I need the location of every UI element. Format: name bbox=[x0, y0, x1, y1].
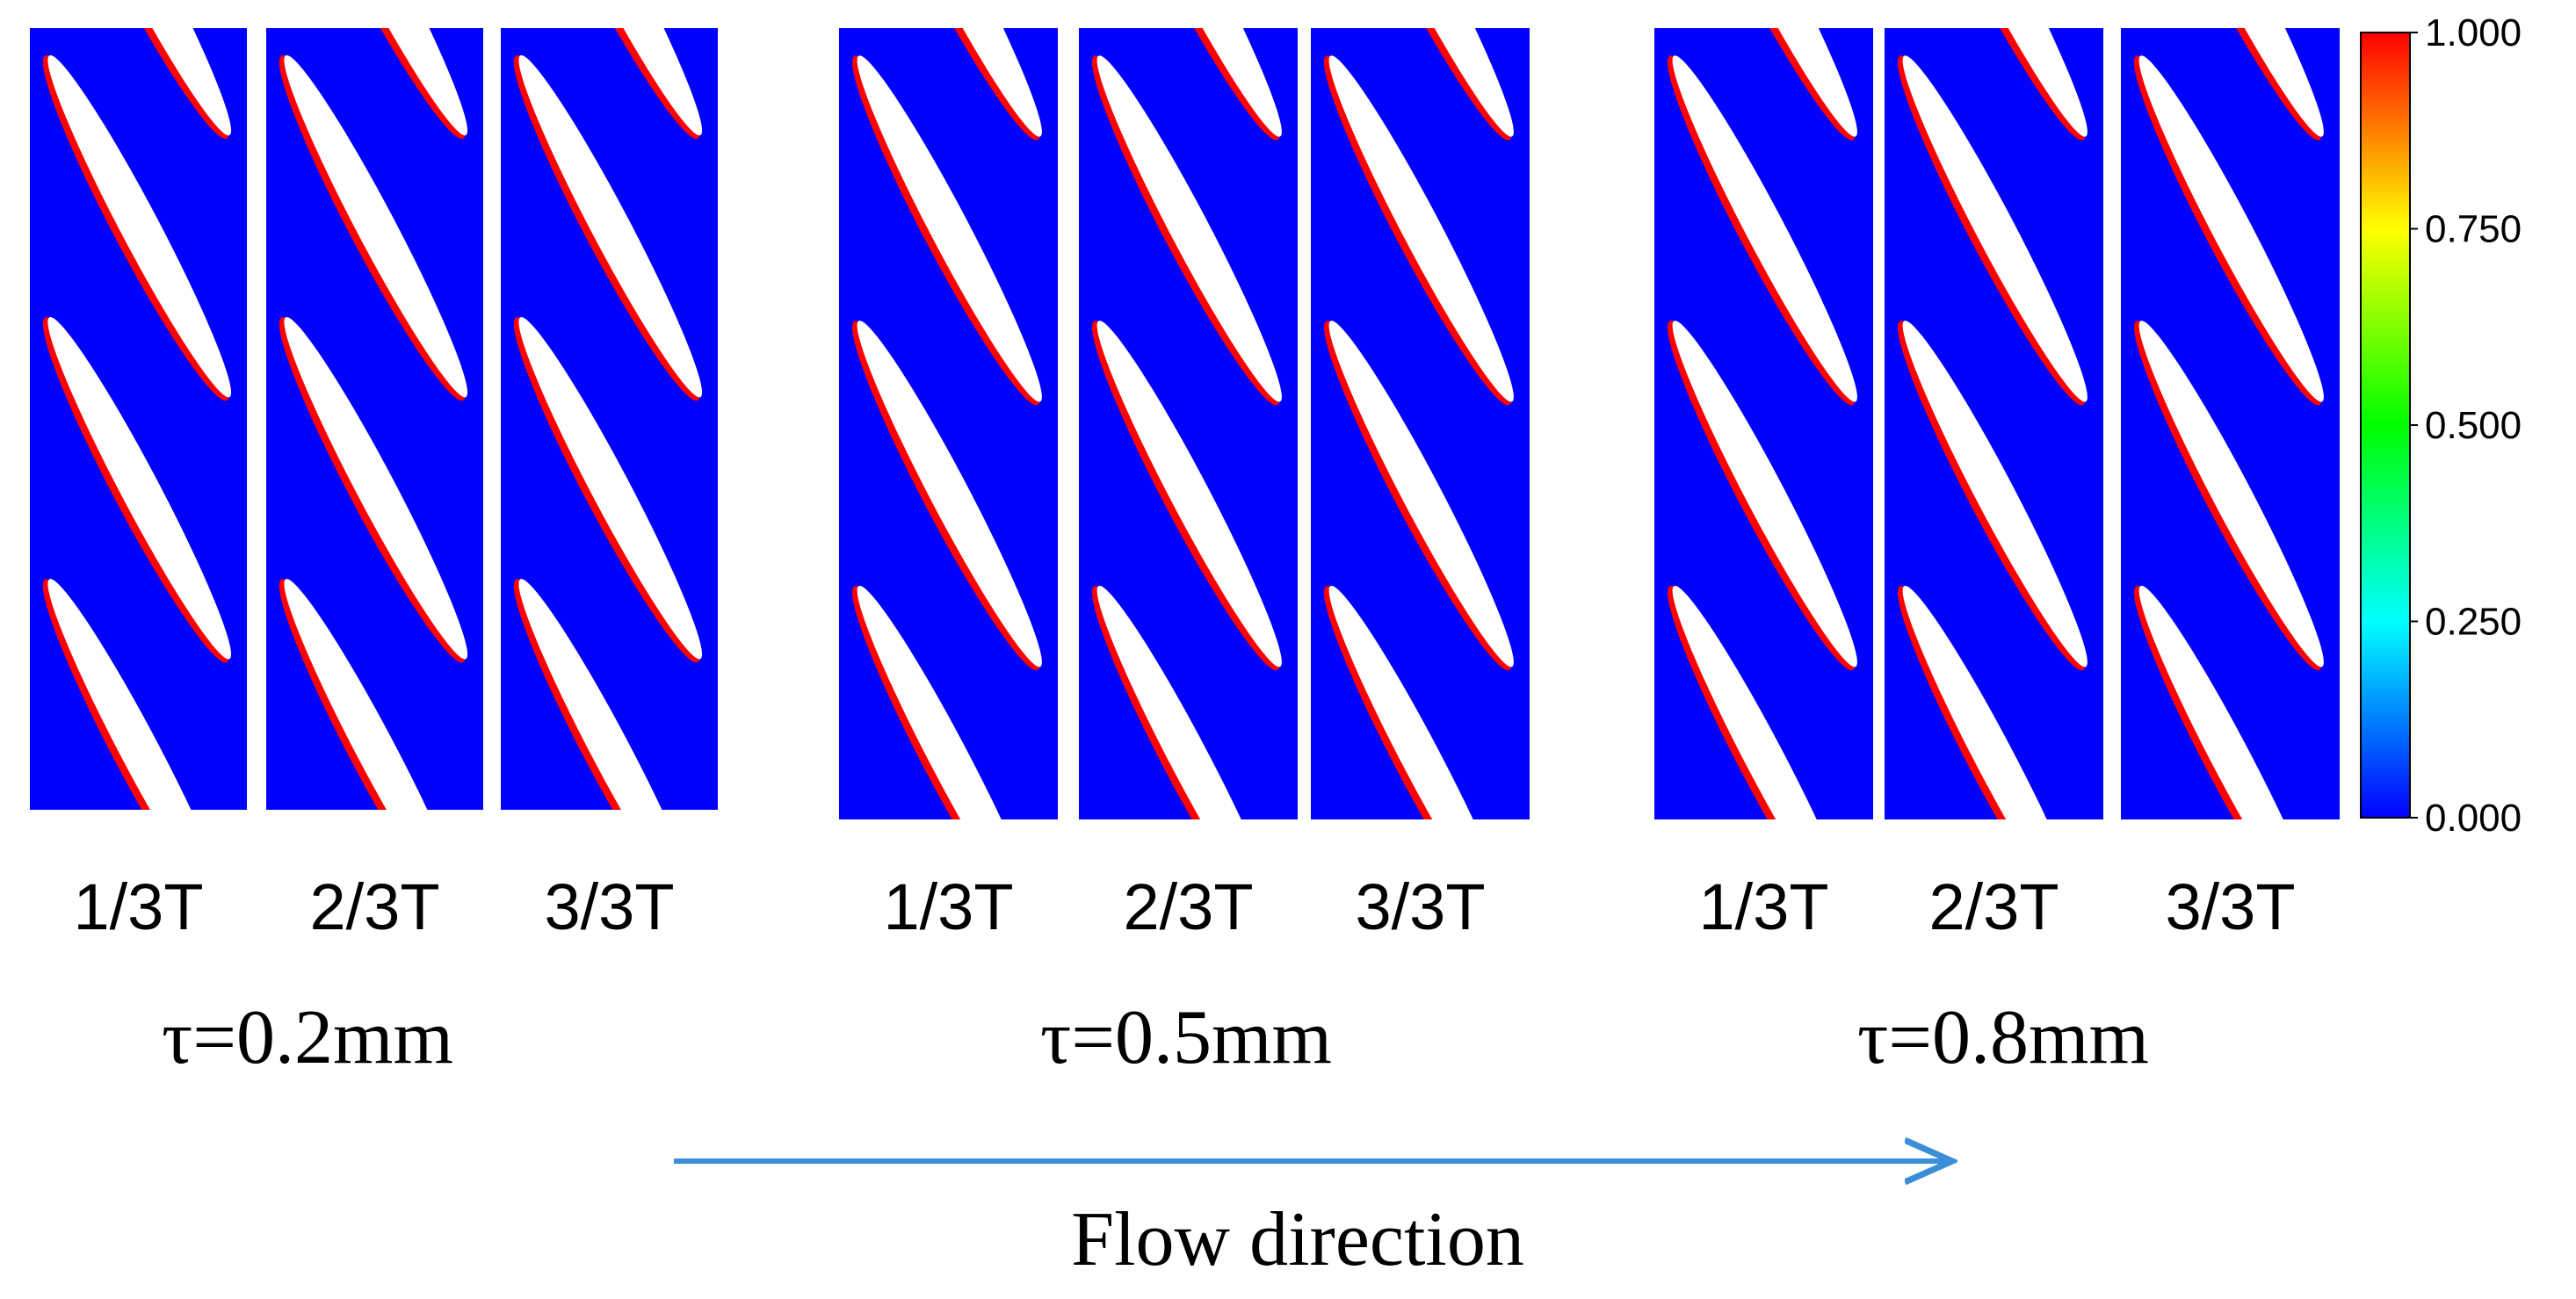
panel-background bbox=[1079, 28, 1298, 819]
panel-background bbox=[1654, 28, 1873, 819]
blade bbox=[47, 579, 232, 810]
blade bbox=[2138, 321, 2324, 668]
blade bbox=[1328, 28, 1514, 137]
blade bbox=[1672, 585, 1857, 819]
blade bbox=[1902, 55, 2088, 402]
blade bbox=[518, 54, 703, 398]
contour-panel bbox=[1654, 28, 1873, 819]
blade bbox=[284, 317, 468, 660]
panel-background bbox=[501, 28, 718, 810]
blade bbox=[284, 28, 468, 136]
panel-label: 3/3T bbox=[544, 870, 674, 943]
blade bbox=[47, 317, 232, 660]
blade bbox=[518, 579, 703, 810]
blade bbox=[1672, 321, 1857, 668]
blade bbox=[1672, 28, 1857, 137]
group-label: τ=0.5mm bbox=[1040, 995, 1332, 1080]
blade bbox=[2138, 55, 2324, 402]
panel-background bbox=[30, 28, 247, 810]
contour-panel bbox=[266, 28, 483, 810]
panel-label: 2/3T bbox=[1123, 870, 1253, 943]
colorbar-tick-label: 0.000 bbox=[2425, 797, 2522, 840]
blade bbox=[2138, 585, 2324, 819]
blade bbox=[1328, 55, 1514, 402]
colorbar-tick-label: 1.000 bbox=[2425, 11, 2522, 54]
blade bbox=[47, 54, 232, 398]
panel-background bbox=[1311, 28, 1530, 819]
blade bbox=[1672, 55, 1857, 402]
contour-panel bbox=[30, 28, 247, 810]
contour-panel bbox=[2121, 28, 2340, 819]
blade bbox=[284, 54, 468, 398]
group-label: τ=0.8mm bbox=[1857, 995, 2149, 1080]
blade bbox=[518, 317, 703, 660]
blade bbox=[1096, 321, 1282, 668]
panel-background bbox=[1885, 28, 2103, 819]
blade bbox=[1096, 28, 1282, 137]
blade bbox=[857, 28, 1042, 137]
panel-background bbox=[2121, 28, 2340, 819]
colorbar-tick-label: 0.500 bbox=[2425, 404, 2522, 447]
blade bbox=[857, 321, 1042, 668]
contour-panel bbox=[839, 28, 1058, 819]
blade bbox=[1902, 321, 2088, 668]
panel-background bbox=[266, 28, 483, 810]
panel-label: 1/3T bbox=[883, 870, 1013, 943]
contour-panel bbox=[1311, 28, 1530, 819]
panel-label: 2/3T bbox=[309, 870, 439, 943]
contour-panel bbox=[1079, 28, 1298, 819]
colorbar-tick-label: 0.250 bbox=[2425, 601, 2522, 644]
blade bbox=[518, 28, 703, 136]
blade bbox=[857, 55, 1042, 402]
blade bbox=[1328, 321, 1514, 668]
blade bbox=[284, 579, 468, 810]
blade bbox=[857, 585, 1042, 819]
panel-background bbox=[839, 28, 1058, 819]
panel-label: 3/3T bbox=[2165, 870, 2295, 943]
panel-label: 1/3T bbox=[73, 870, 203, 943]
blade bbox=[1902, 585, 2088, 819]
blade bbox=[47, 28, 232, 136]
panel-label: 1/3T bbox=[1698, 870, 1828, 943]
contour-panel bbox=[1885, 28, 2103, 819]
colorbar-tick-label: 0.750 bbox=[2425, 208, 2522, 251]
blade bbox=[1096, 585, 1282, 819]
blade bbox=[1902, 28, 2088, 137]
caption: Flow direction bbox=[1071, 1197, 1524, 1282]
contour-panel bbox=[501, 28, 718, 810]
blade bbox=[1328, 585, 1514, 819]
panel-label: 2/3T bbox=[1928, 870, 2059, 943]
blade bbox=[2138, 28, 2324, 137]
blade bbox=[1096, 55, 1282, 402]
panel-label: 3/3T bbox=[1355, 870, 1485, 943]
colorbar bbox=[2360, 32, 2411, 819]
group-label: τ=0.2mm bbox=[162, 995, 453, 1080]
